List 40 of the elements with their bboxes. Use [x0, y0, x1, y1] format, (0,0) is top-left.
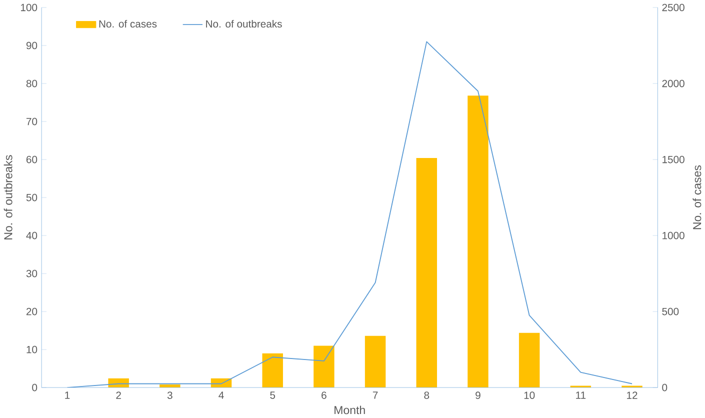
legend-label: No. of cases	[99, 20, 157, 28]
y-tick-label: 10	[26, 346, 38, 354]
y-tick-label: 50	[26, 194, 38, 202]
x-tick-label: 9	[476, 392, 480, 399]
y-tick-label: 70	[26, 118, 38, 126]
x-tick-label: 1	[65, 392, 70, 399]
bar	[314, 346, 334, 388]
y2-tick-label: 500	[662, 308, 679, 316]
y-tick-label: 0	[32, 384, 38, 392]
legend-label: No. of outbreaks	[206, 20, 282, 28]
y2-axis-title: No. of cases	[692, 165, 702, 230]
x-tick-label: 8	[424, 392, 430, 399]
y-tick-label: 40	[26, 232, 38, 240]
y-tick-label: 20	[26, 308, 38, 316]
x-tick-label: 5	[270, 392, 276, 399]
y-axis-title: No. of outbreaks	[4, 155, 12, 240]
x-tick-label: 10	[524, 392, 535, 399]
y2-tick-label: 2500	[662, 4, 684, 12]
y2-tick-label: 2000	[662, 80, 684, 88]
y2-tick-label: 1500	[662, 156, 684, 164]
x-tick-label: 6	[322, 392, 326, 399]
y-tick-label: 100	[21, 4, 38, 12]
y-tick-label: 80	[26, 80, 38, 88]
x-tick-label: 12	[627, 392, 638, 399]
y-tick-label: 60	[26, 156, 38, 164]
y-tick-label: 90	[26, 42, 38, 50]
x-tick-label: 3	[167, 392, 172, 399]
x-tick-label: 7	[372, 392, 378, 399]
y2-tick-label: 0	[662, 384, 668, 392]
bar	[416, 158, 438, 388]
x-tick-label: 2	[116, 392, 121, 399]
y-tick-label: 30	[26, 270, 38, 278]
y2-tick-label: 1000	[662, 232, 684, 240]
x-tick-label: 4	[218, 392, 224, 399]
x-axis-title: Month	[334, 406, 365, 414]
bar	[364, 336, 386, 388]
x-tick-label: 11	[576, 392, 586, 399]
bar	[518, 332, 540, 388]
bar	[262, 353, 283, 388]
bar	[468, 96, 488, 388]
